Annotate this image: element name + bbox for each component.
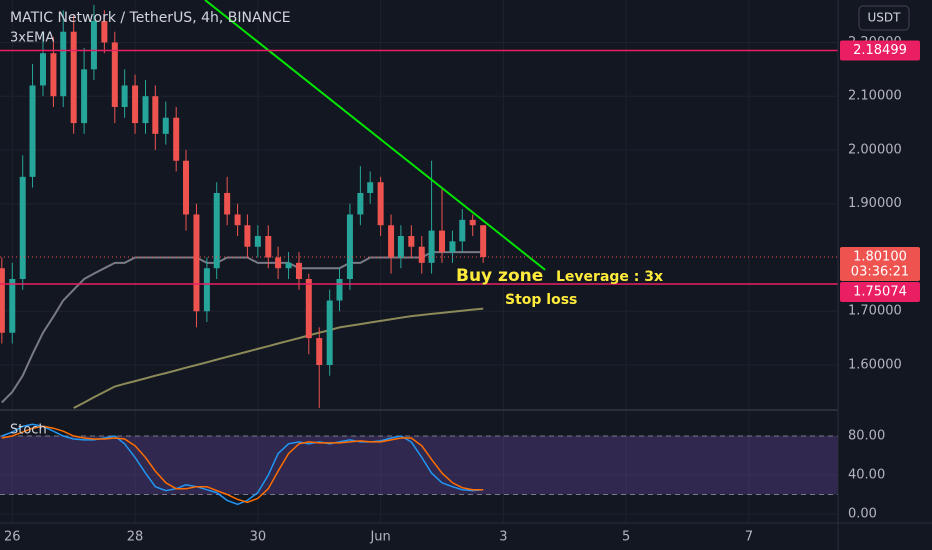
x-tick-label: Jun (369, 530, 390, 545)
price-label: 1.75074 (853, 284, 907, 299)
candle-body (254, 235, 261, 247)
y-tick-label: 0.00 (848, 507, 877, 522)
candle-body (305, 278, 312, 339)
countdown: 03:36:21 (851, 264, 909, 279)
candle-body (50, 53, 57, 97)
indicator-line (73, 307, 484, 409)
candle-body (19, 176, 26, 279)
annotation-stop-loss: Stop loss (505, 292, 577, 308)
candle-body (439, 230, 446, 253)
candle-body (346, 214, 353, 279)
candle-body (428, 230, 435, 263)
candle-body (81, 69, 88, 124)
candle-body (132, 85, 139, 124)
stoch-label: Stoch (10, 423, 47, 438)
candle-body (90, 20, 97, 70)
x-tick-label: 3 (499, 530, 507, 545)
price-label-box (840, 40, 920, 61)
y-tick-label: 1.60000 (848, 357, 902, 372)
candle-body (111, 42, 118, 107)
trendline (204, 0, 546, 271)
candle-body (39, 53, 46, 86)
y-tick-label: 1.70000 (848, 304, 902, 319)
candle-body (244, 225, 251, 247)
chart-title: MATIC Network / TetherUS, 4h, BINANCE (10, 10, 291, 26)
indicator-line (1, 423, 484, 506)
candle-body (336, 278, 343, 301)
candle-body (285, 262, 292, 269)
x-tick-label: 26 (4, 530, 21, 545)
currency-box[interactable] (858, 5, 910, 31)
candle-body (265, 235, 272, 258)
candle-body (162, 117, 169, 134)
candle-body (469, 219, 476, 226)
candle-body (101, 20, 108, 43)
candle-body (121, 85, 128, 107)
candle-body (377, 182, 384, 226)
candle-body (213, 192, 220, 269)
annotation-leverage: Leverage : 3x (556, 269, 663, 285)
candle-body (29, 85, 36, 177)
candle-body (397, 235, 404, 258)
last-price-box (840, 246, 920, 281)
candle-body (142, 96, 149, 124)
candle-body (203, 268, 210, 312)
label-layer: 1.600001.700001.900002.000002.100002.200… (4, 35, 920, 545)
candle-body (459, 219, 466, 242)
y-tick-label: 2.10000 (848, 89, 902, 104)
candle-body (316, 338, 323, 365)
candle-body (234, 214, 241, 226)
indicator-line (1, 425, 484, 504)
candle-body (408, 235, 415, 247)
candle-body (183, 160, 190, 215)
x-tick-label: 5 (622, 530, 630, 545)
candle-body (367, 182, 374, 193)
y-tick-label: 80.00 (848, 429, 885, 444)
currency[interactable]: USDT (868, 11, 902, 25)
plot-layer (0, 0, 838, 506)
indicator-label: 3xEMA (10, 31, 54, 46)
annotation-buy-zone: Buy zone (456, 266, 543, 286)
indicator-line (1, 251, 484, 404)
x-tick-label: 7 (745, 530, 753, 545)
candle-body (357, 192, 364, 215)
y-tick-label: 2.00000 (848, 142, 902, 157)
candle-body (9, 278, 16, 333)
candle-body (449, 241, 456, 253)
x-tick-label: 30 (250, 530, 267, 545)
candle-body (275, 257, 282, 269)
candle-body (418, 246, 425, 263)
candle-body (295, 262, 302, 279)
candle-body (480, 225, 487, 257)
candle-body (388, 225, 395, 258)
candle-body (326, 300, 333, 365)
y-tick-label: 1.90000 (848, 196, 902, 211)
candle-body (193, 214, 200, 312)
candle-body (0, 268, 5, 333)
candle-body (152, 96, 159, 134)
x-tick-label: 28 (127, 530, 144, 545)
candle-body (173, 117, 180, 161)
candle-body (60, 31, 67, 97)
y-tick-label: 40.00 (848, 468, 885, 483)
price-label: 2.18499 (853, 43, 907, 58)
price-label-box (840, 281, 920, 302)
last-price-label: 1.80100 (853, 249, 907, 264)
candle-body (70, 31, 77, 124)
candle-body (224, 192, 231, 215)
